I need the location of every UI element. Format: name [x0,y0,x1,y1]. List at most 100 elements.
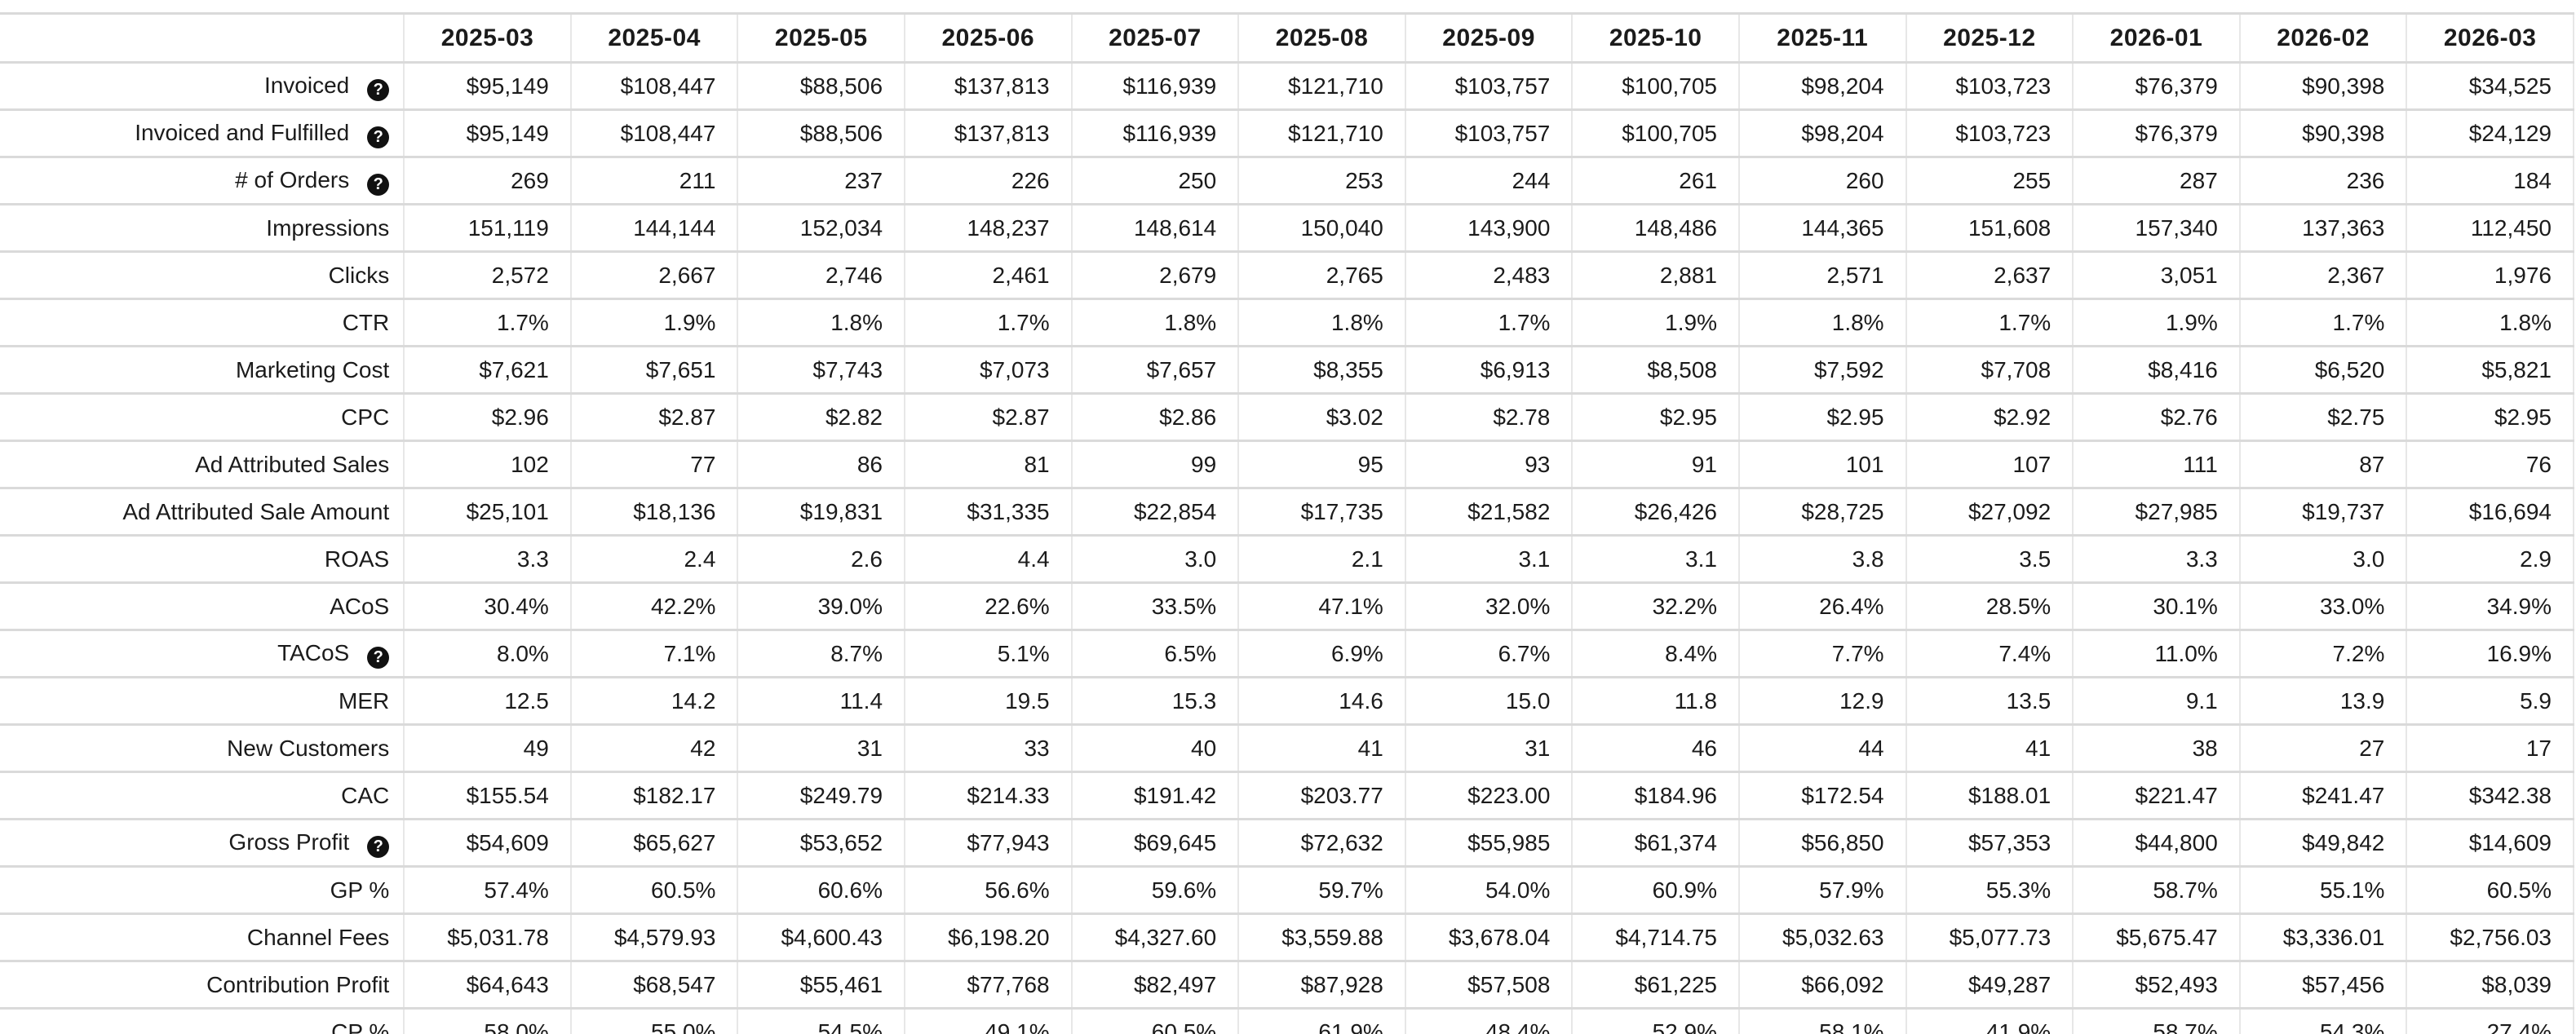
column-header-2025-05: 2025-05 [737,13,905,63]
cell-cpc-2025-06: $2.87 [904,393,1072,441]
cell-gross-profit-2025-08: $72,632 [1237,819,1405,867]
cell-new-customers-2025-06: 33 [904,724,1072,772]
row-label-text: CP % [331,1019,390,1034]
cell-cpc-2025-03: $2.96 [403,393,571,441]
cell-invoiced-and-fulfilled-2025-09: $103,757 [1404,109,1573,157]
row-label-text: CAC [341,783,390,809]
cell-acos-2025-10: 32.2% [1571,582,1739,630]
cell-invoiced-2026-02: $90,398 [2238,62,2407,110]
cell-gross-profit-2026-01: $44,800 [2072,819,2240,867]
cell-invoiced-and-fulfilled-2025-10: $100,705 [1571,109,1739,157]
cell-acos-2025-09: 32.0% [1404,582,1573,630]
row-label-gross-profit: Gross Profit? [0,819,405,867]
cell-impressions-2025-07: 148,614 [1070,204,1239,252]
row-label-text: MER [339,688,390,714]
cell-invoiced-2025-07: $116,939 [1070,62,1239,110]
cell-roas-2025-04: 2.4 [569,535,738,583]
cell-cpc-2026-02: $2.75 [2238,393,2407,441]
help-info-icon[interactable]: ? [367,78,390,101]
cell-marketing-cost-2025-09: $6,913 [1404,346,1573,394]
help-info-icon[interactable]: ? [367,126,390,148]
cell-channel-fees-2026-01: $5,675.47 [2072,913,2240,961]
cell-tacos-2026-02: 7.2% [2238,630,2407,678]
cell-of-orders-2025-06: 226 [904,157,1072,205]
cell-mer-2025-09: 15.0 [1404,677,1573,725]
cell-gross-profit-2025-12: $57,353 [1905,819,2074,867]
metrics-table: 2025-03 2025-04 2025-05 2025-06 2025-07 2025-… [0,12,2574,1034]
help-info-icon[interactable]: ? [367,835,390,858]
column-header-2025-10: 2025-10 [1571,13,1739,63]
row-label-cp: CP % [0,1008,405,1034]
row-label-text: Ad Attributed Sale Amount [122,499,390,525]
table-row-mer: MER 12.5 14.2 11.4 19.5 15.3 14.6 15.0 11.8 12.9 1… [0,677,2574,725]
cell-new-customers-2025-04: 42 [569,724,738,772]
help-info-icon[interactable]: ? [367,173,390,196]
row-label-channel-fees: Channel Fees [0,913,405,961]
cell-invoiced-2026-03: $34,525 [2406,62,2574,110]
cell-tacos-2026-03: 16.9% [2406,630,2574,678]
cell-impressions-2026-02: 137,363 [2238,204,2407,252]
cell-cac-2025-03: $155.54 [403,771,571,820]
column-header-2026-03: 2026-03 [2406,13,2574,63]
cell-ctr-2025-10: 1.9% [1571,298,1739,347]
cell-clicks-2026-02: 2,367 [2238,251,2407,299]
cell-marketing-cost-2025-06: $7,073 [904,346,1072,394]
cell-contribution-profit-2025-06: $77,768 [904,961,1072,1009]
cell-ad-attributed-sale-amount-2025-10: $26,426 [1571,488,1739,536]
cell-cpc-2025-04: $2.87 [569,393,738,441]
cell-impressions-2025-06: 148,237 [904,204,1072,252]
cell-mer-2025-03: 12.5 [403,677,571,725]
cell-ad-attributed-sale-amount-2025-12: $27,092 [1905,488,2074,536]
cell-gp-2026-01: 58.7% [2072,866,2240,914]
cell-acos-2025-12: 28.5% [1905,582,2074,630]
cell-ctr-2025-12: 1.7% [1905,298,2074,347]
cell-gp-2025-04: 60.5% [569,866,738,914]
cell-invoiced-and-fulfilled-2025-11: $98,204 [1737,109,1906,157]
row-label-text: ACoS [330,594,390,620]
table-row-cpc: CPC $2.96 $2.87 $2.82 $2.87 $2.86 $3.02 $2.78 $2… [0,393,2574,441]
column-header-2025-09: 2025-09 [1404,13,1573,63]
cell-tacos-2025-11: 7.7% [1737,630,1906,678]
cell-ctr-2025-11: 1.8% [1737,298,1906,347]
column-header-2025-03: 2025-03 [403,13,571,63]
cell-gross-profit-2025-04: $65,627 [569,819,738,867]
column-header-2025-07: 2025-07 [1070,13,1239,63]
cell-clicks-2026-03: 1,976 [2406,251,2574,299]
cell-impressions-2026-03: 112,450 [2406,204,2574,252]
cell-cac-2025-08: $203.77 [1237,771,1405,820]
corner-cell [0,13,405,63]
row-label-text: Invoiced and Fulfilled [135,119,350,145]
cell-ad-attributed-sale-amount-2025-08: $17,735 [1237,488,1405,536]
row-label-roas: ROAS [0,535,405,583]
cell-invoiced-and-fulfilled-2025-06: $137,813 [904,109,1072,157]
row-label-of-orders: # of Orders? [0,157,405,205]
cell-cp-2025-08: 61.9% [1237,1008,1405,1034]
cell-impressions-2025-11: 144,365 [1737,204,1906,252]
cell-tacos-2025-04: 7.1% [569,630,738,678]
cell-new-customers-2025-07: 40 [1070,724,1239,772]
cell-gross-profit-2025-07: $69,645 [1070,819,1239,867]
cell-gp-2025-11: 57.9% [1737,866,1906,914]
cell-invoiced-2025-05: $88,506 [737,62,905,110]
cell-cpc-2025-09: $2.78 [1404,393,1573,441]
row-label-text: Channel Fees [246,925,390,951]
cell-mer-2025-04: 14.2 [569,677,738,725]
cell-marketing-cost-2025-04: $7,651 [569,346,738,394]
cell-gp-2025-07: 59.6% [1070,866,1239,914]
help-info-icon[interactable]: ? [367,646,390,669]
cell-ad-attributed-sales-2025-11: 101 [1737,440,1906,488]
cell-clicks-2025-08: 2,765 [1237,251,1405,299]
cell-acos-2025-05: 39.0% [737,582,905,630]
cell-roas-2025-05: 2.6 [737,535,905,583]
cell-marketing-cost-2025-11: $7,592 [1737,346,1906,394]
row-label-contribution-profit: Contribution Profit [0,961,405,1009]
table-row-ad-attributed-sale-amount: Ad Attributed Sale Amount $25,101 $18,136 $… [0,488,2574,536]
cell-gross-profit-2025-03: $54,609 [403,819,571,867]
cell-ctr-2025-08: 1.8% [1237,298,1405,347]
cell-invoiced-and-fulfilled-2025-05: $88,506 [737,109,905,157]
table-row-ctr: CTR 1.7% 1.9% 1.8% 1.7% 1.8% 1.8% 1.7% 1.9% 1.8% 1… [0,298,2574,347]
cell-cp-2025-09: 48.4% [1404,1008,1573,1034]
row-label-text: New Customers [227,736,390,762]
cell-mer-2025-07: 15.3 [1070,677,1239,725]
cell-invoiced-2025-08: $121,710 [1237,62,1405,110]
